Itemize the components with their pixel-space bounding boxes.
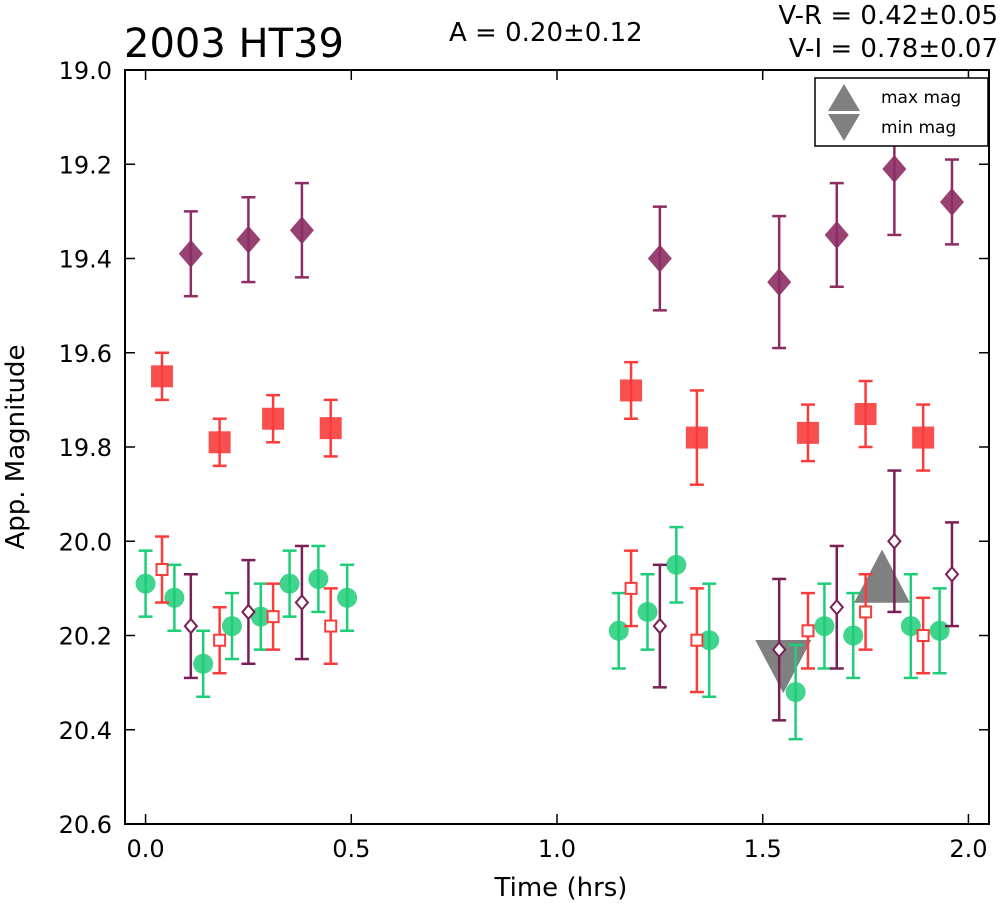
- data-point-circle: [279, 573, 300, 594]
- data-point-circle: [193, 653, 214, 674]
- data-point-open-diamond: [183, 617, 199, 635]
- data-point-circle: [250, 606, 271, 627]
- x-tick-label: 1.0: [538, 835, 576, 863]
- v-minus-r-annotation: V-R = 0.42±0.05: [778, 1, 998, 31]
- y-tick-label: 20.6: [59, 811, 112, 839]
- data-point-square: [796, 421, 819, 444]
- data-point-diamond: [289, 216, 314, 245]
- data-point-diamond: [767, 268, 792, 297]
- legend-triangle-up-icon: [828, 84, 860, 111]
- data-point-open-square: [324, 619, 338, 633]
- data-point-open-square: [155, 563, 169, 577]
- data-point-open-square: [801, 624, 815, 638]
- legend: max mag min mag: [814, 77, 989, 147]
- x-tick-label: 0.0: [126, 835, 164, 863]
- y-tick-label: 19.8: [59, 434, 112, 462]
- plot-marks: [135, 101, 964, 741]
- data-point-circle: [221, 616, 242, 637]
- data-point-circle: [337, 587, 358, 608]
- data-point-circle: [785, 682, 806, 703]
- v-minus-i-annotation: V-I = 0.78±0.07: [789, 34, 998, 64]
- data-point-diamond: [882, 154, 907, 183]
- y-tick-label: 19.4: [59, 246, 112, 274]
- data-point-open-diamond: [944, 565, 960, 583]
- y-axis-ticks: 19.0 19.2 19.4 19.6 19.8 20.0 20.2 20.4 20.6: [59, 57, 989, 839]
- data-point-open-diamond: [887, 532, 902, 550]
- data-point-circle: [699, 630, 720, 651]
- data-point-circle: [814, 616, 835, 637]
- y-tick-label: 19.2: [59, 151, 112, 179]
- data-point-circle: [900, 616, 921, 637]
- data-point-open-square: [690, 633, 704, 647]
- x-axis-label: Time (hrs): [494, 873, 628, 903]
- data-point-circle: [843, 625, 864, 646]
- data-point-square: [262, 407, 285, 430]
- x-tick-label: 2.0: [949, 835, 987, 863]
- x-tick-label: 0.5: [332, 835, 370, 863]
- data-point-open-square: [916, 629, 930, 642]
- data-point-diamond: [824, 220, 849, 249]
- data-point-square: [685, 426, 708, 449]
- data-point-open-diamond: [771, 641, 787, 659]
- data-point-open-square: [624, 581, 638, 595]
- max-mag-marker: [854, 549, 911, 603]
- min-mag-marker: [755, 639, 812, 694]
- data-point-circle: [164, 587, 185, 608]
- data-point-circle: [637, 601, 658, 622]
- data-point-square: [151, 365, 174, 388]
- data-point-square: [912, 426, 935, 449]
- data-point-circle: [308, 568, 329, 589]
- data-point-circle: [135, 573, 156, 594]
- data-point-square: [620, 379, 643, 402]
- data-point-square: [854, 403, 877, 426]
- legend-triangle-down-icon: [828, 114, 860, 141]
- data-point-square: [319, 417, 342, 440]
- data-point-open-diamond: [294, 593, 310, 612]
- y-tick-label: 20.0: [59, 528, 112, 556]
- legend-min-mag-label: min mag: [881, 118, 956, 138]
- y-tick-label: 19.0: [59, 57, 112, 85]
- data-point-square: [208, 431, 231, 454]
- data-point-circle: [608, 620, 629, 641]
- amplitude-annotation: A = 0.20±0.12: [449, 18, 643, 48]
- y-tick-label: 20.4: [59, 717, 112, 745]
- data-point-open-diamond: [829, 598, 845, 616]
- chart-title: 2003 HT39: [124, 21, 344, 67]
- data-point-diamond: [647, 244, 672, 273]
- data-point-diamond: [178, 239, 203, 268]
- data-point-diamond: [236, 225, 261, 254]
- x-tick-label: 1.5: [744, 835, 782, 863]
- data-point-open-diamond: [652, 617, 668, 635]
- data-point-open-square: [213, 633, 227, 647]
- data-point-diamond: [939, 187, 964, 216]
- x-axis-ticks: 0.0 0.5 1.0 1.5 2.0: [126, 70, 988, 863]
- y-axis-label: App. Magnitude: [1, 344, 31, 549]
- data-point-circle: [666, 554, 687, 575]
- data-point-open-diamond: [241, 603, 256, 621]
- data-point-circle: [929, 620, 950, 641]
- y-tick-label: 20.2: [59, 623, 112, 651]
- data-point-open-square: [266, 610, 280, 624]
- legend-max-mag-label: max mag: [881, 88, 961, 108]
- data-point-open-square: [859, 605, 873, 619]
- y-tick-label: 19.6: [59, 340, 112, 368]
